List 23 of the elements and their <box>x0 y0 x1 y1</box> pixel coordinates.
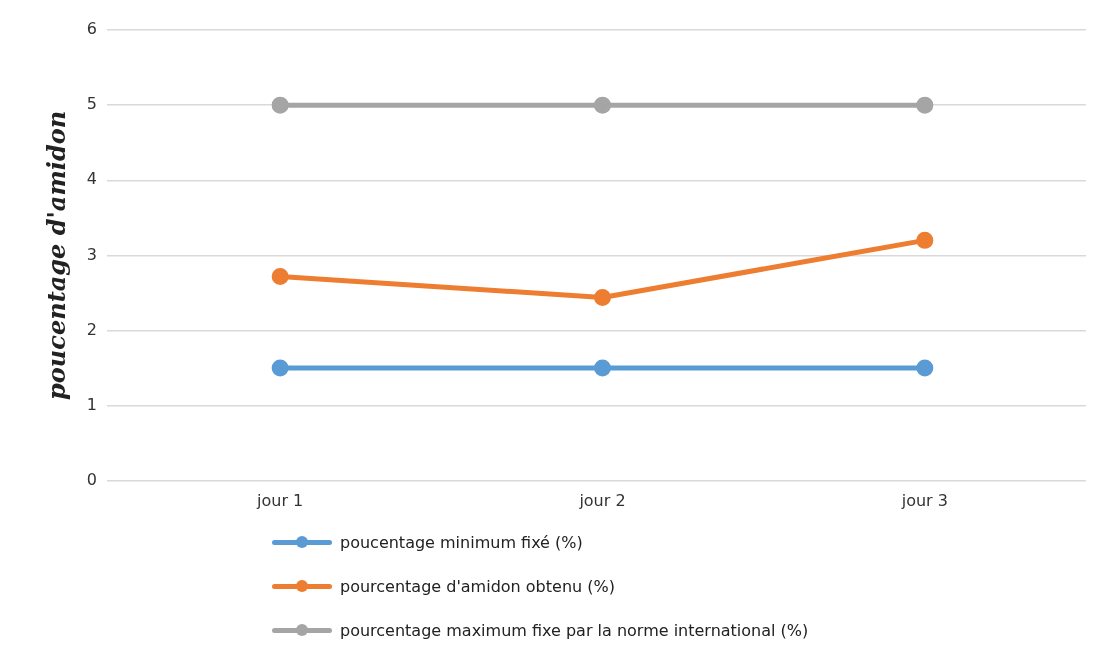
point <box>271 96 289 114</box>
y-tick-label: 5 <box>86 94 97 114</box>
point <box>593 359 611 377</box>
y-tick-label: 0 <box>86 469 97 489</box>
x-tick-label: jour 3 <box>900 490 948 510</box>
x-tick-label: jour 2 <box>578 490 626 510</box>
legend-label: pourcentage maximum fixe par la norme international (%) <box>340 620 809 640</box>
point <box>593 288 611 306</box>
legend-label: pourcentage d'amidon obtenu (%) <box>340 576 615 596</box>
point <box>916 231 934 249</box>
point <box>271 267 289 285</box>
y-axis-title: poucentage d'amidon <box>41 110 71 400</box>
point <box>916 96 934 114</box>
y-tick-label: 4 <box>86 169 97 189</box>
point <box>593 96 611 114</box>
point <box>271 359 289 377</box>
y-tick-label: 6 <box>86 19 97 39</box>
point <box>916 359 934 377</box>
y-tick-label: 1 <box>86 394 97 414</box>
y-tick-label: 3 <box>86 244 97 264</box>
legend-label: poucentage minimum fixé (%) <box>340 532 583 552</box>
y-tick-label: 2 <box>86 319 97 339</box>
x-tick-label: jour 1 <box>256 490 304 510</box>
